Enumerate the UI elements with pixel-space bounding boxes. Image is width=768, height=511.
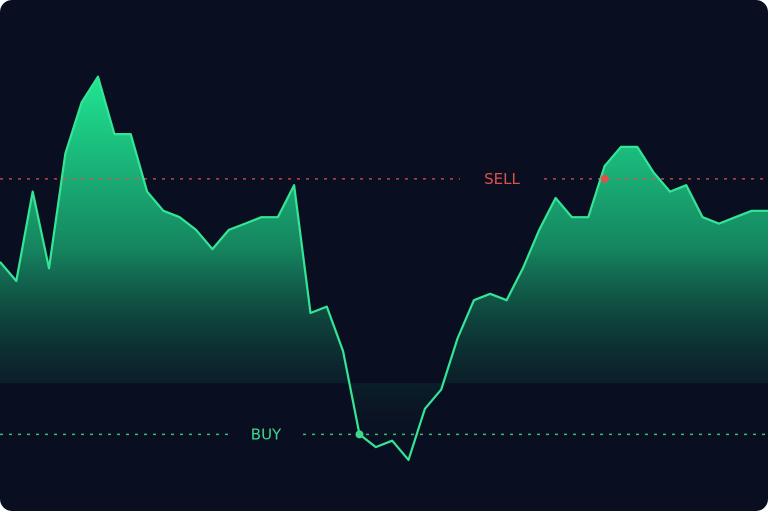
sell-level-label: SELL	[484, 170, 520, 188]
price-area-fill	[0, 76, 768, 460]
price-line	[0, 75, 768, 461]
buy-level-label: BUY	[251, 425, 282, 443]
buy-signal-dot	[355, 430, 364, 439]
sell-signal-dot	[600, 174, 609, 183]
